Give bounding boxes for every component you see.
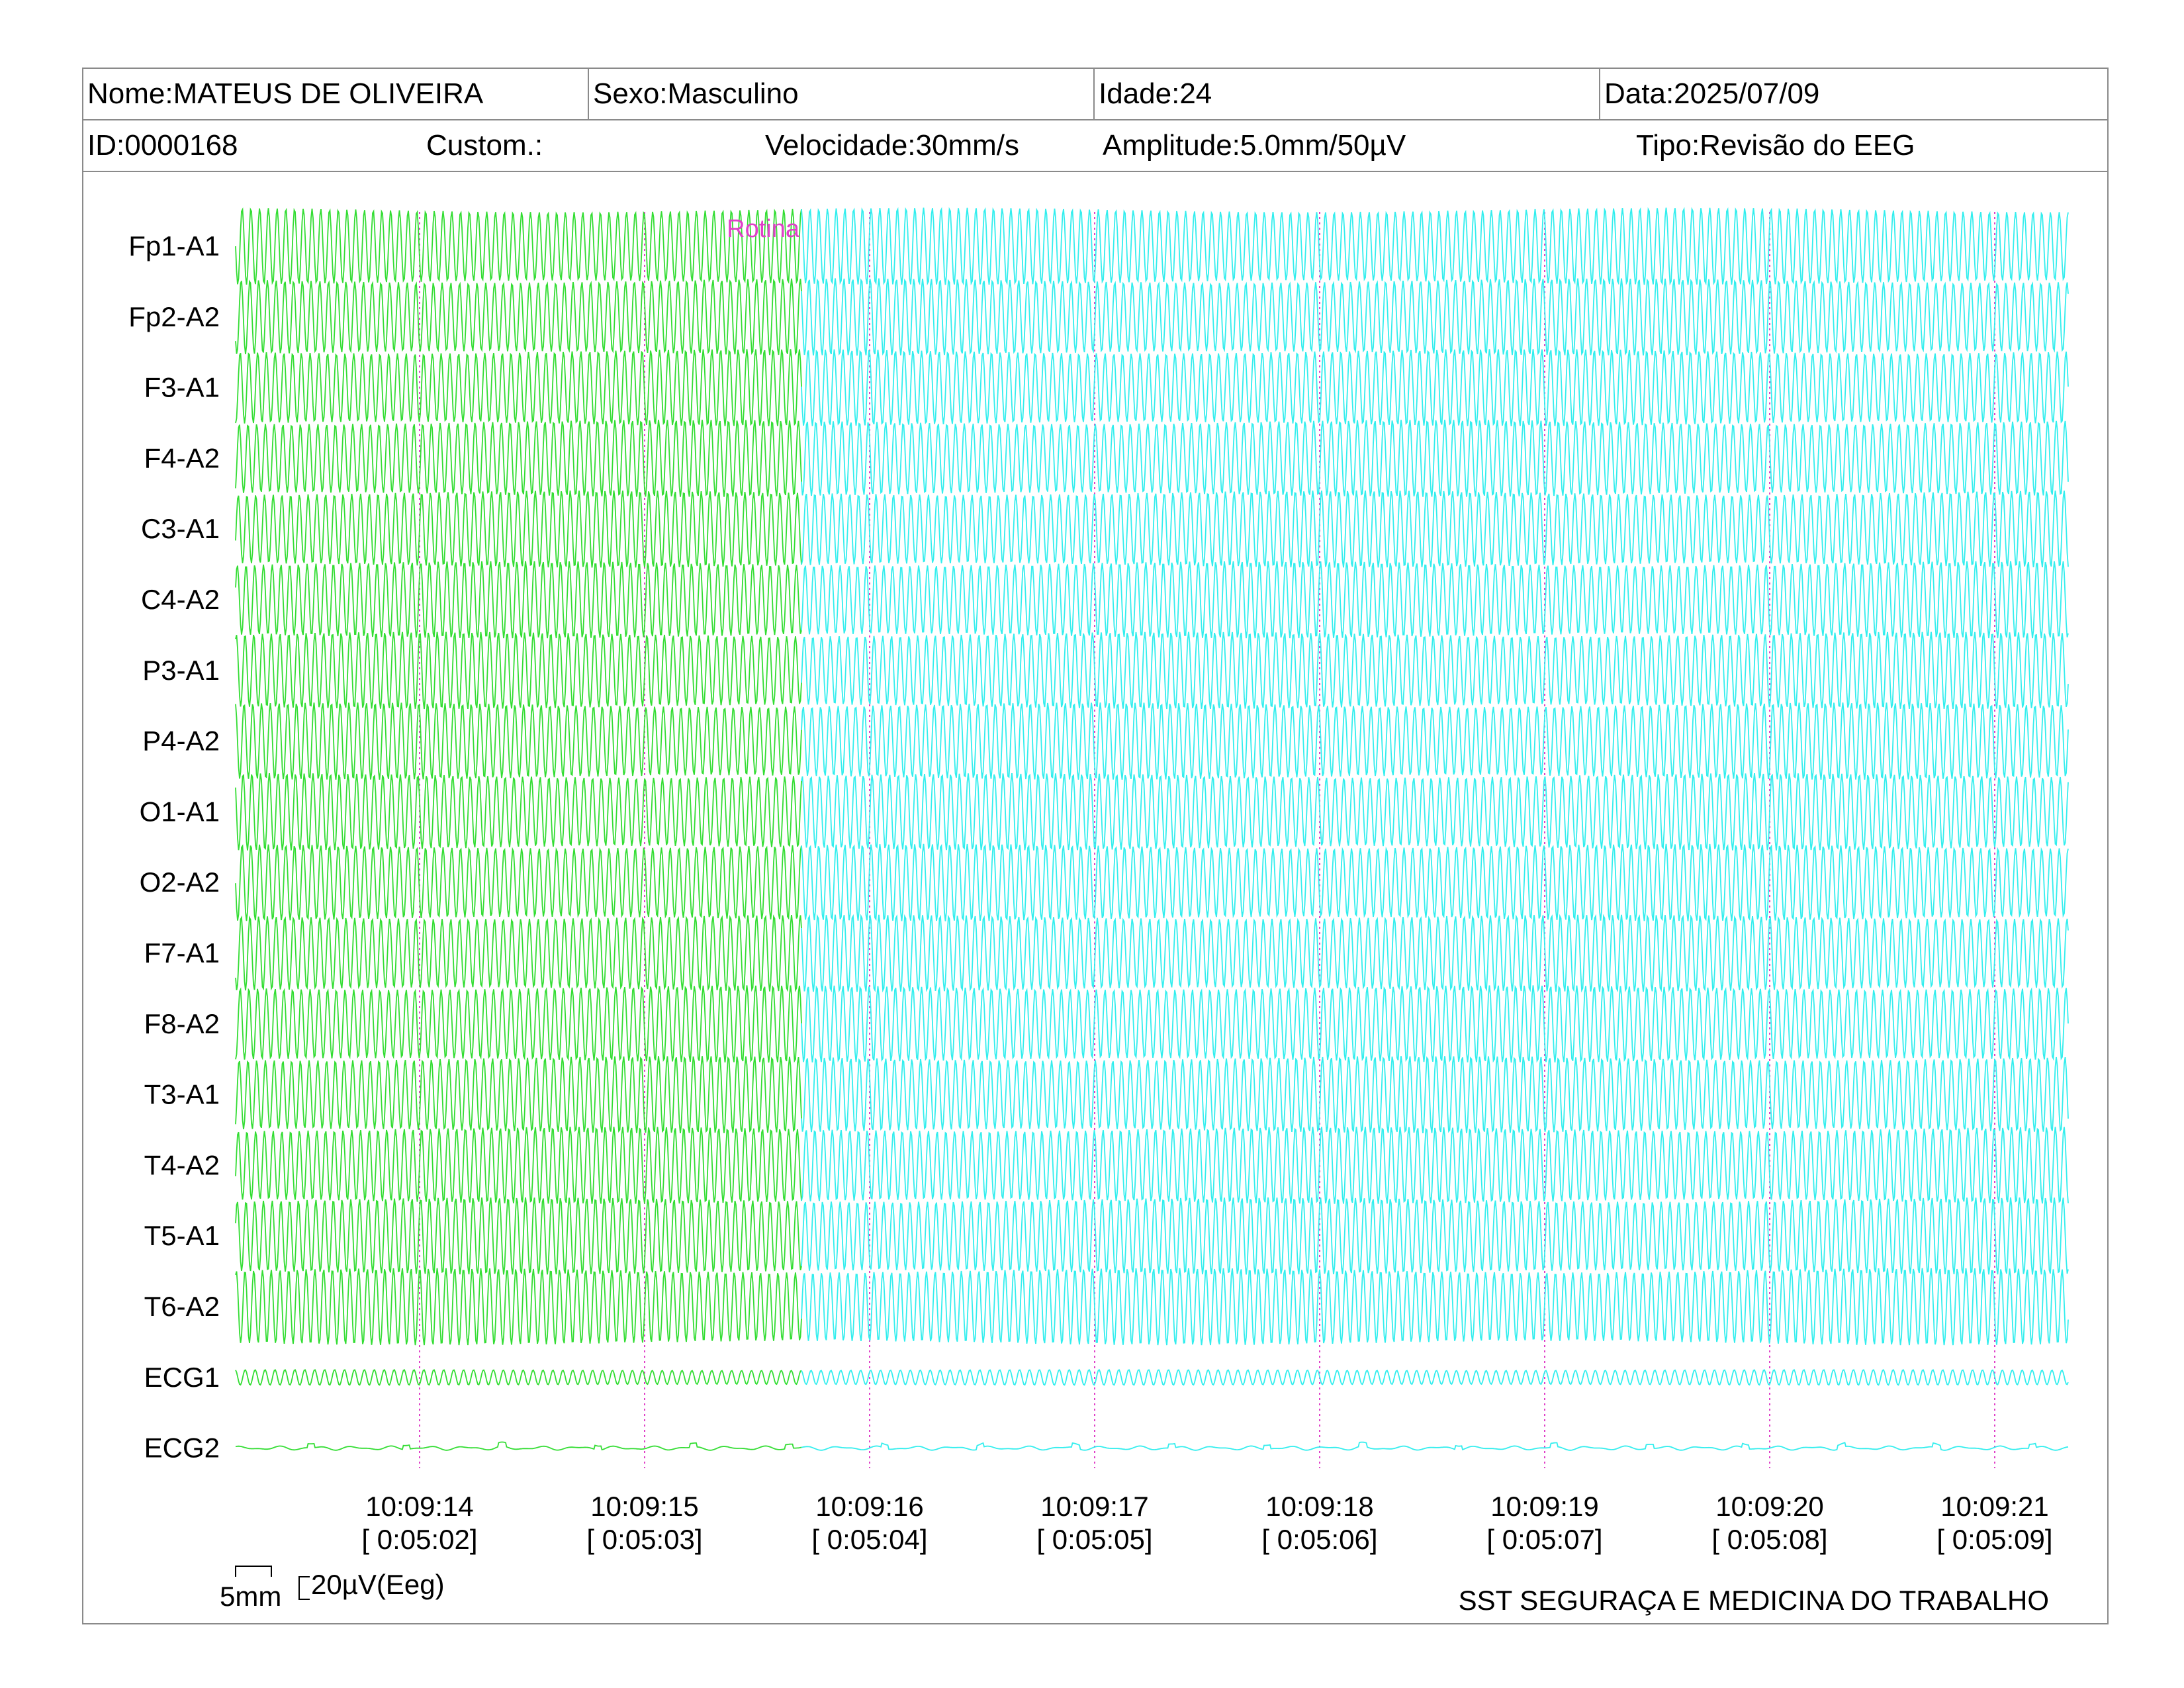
eeg-trace-segment-pre-event	[235, 773, 802, 851]
time-tick-clock: 10:09:18	[1265, 1491, 1374, 1522]
time-scale-bracket	[235, 1566, 272, 1577]
channel-label: C3-A1	[141, 513, 220, 544]
eeg-traces	[235, 207, 2069, 1451]
eeg-trace-segment-post-event	[801, 985, 2069, 1063]
custom-field: Custom.:	[426, 129, 543, 162]
eeg-trace-segment-post-event	[801, 278, 2069, 356]
time-tick-elapsed: [ 0:05:07]	[1486, 1524, 1602, 1555]
time-tick-elapsed: [ 0:05:02]	[361, 1524, 477, 1555]
eeg-trace-segment-pre-event	[235, 1197, 802, 1275]
channel-label: P4-A2	[142, 726, 220, 757]
eeg-trace-segment-pre-event	[235, 1369, 802, 1386]
channel-label: ECG2	[144, 1432, 220, 1464]
eeg-trace-segment-pre-event	[235, 1268, 802, 1346]
eeg-trace-segment-post-event	[801, 773, 2069, 851]
eeg-trace-segment-post-event	[801, 207, 2069, 286]
eeg-trace-segment-post-event	[801, 561, 2069, 639]
time-tick-elapsed: [ 0:05:03]	[586, 1524, 702, 1555]
channel-label: P3-A1	[142, 655, 220, 686]
eeg-trace-segment-post-event	[801, 632, 2069, 710]
header-row-patient: Nome:MATEUS DE OLIVEIRA Sexo:Masculino I…	[83, 69, 2107, 120]
eeg-trace-segment-post-event	[801, 490, 2069, 568]
event-markers: Rotina	[727, 215, 800, 243]
eeg-trace-segment-pre-event	[235, 1441, 802, 1451]
channel-label: ECG1	[144, 1362, 220, 1393]
eeg-trace-segment-post-event	[801, 349, 2069, 427]
exam-type: Tipo:Revisão do EEG	[1636, 129, 1915, 162]
eeg-trace-segment-pre-event	[235, 490, 802, 568]
channel-label: T4-A2	[144, 1149, 220, 1180]
time-tick-clock: 10:09:19	[1490, 1491, 1599, 1522]
channel-label: O1-A1	[140, 796, 220, 827]
eeg-trace-segment-pre-event	[235, 844, 802, 921]
eeg-trace-segment-pre-event	[235, 207, 802, 285]
eeg-trace-segment-post-event	[801, 843, 2069, 921]
eeg-trace-segment-post-event	[801, 1369, 2069, 1386]
patient-id: ID:0000168	[87, 129, 238, 162]
patient-name: Nome:MATEUS DE OLIVEIRA	[87, 77, 484, 110]
channel-label: Fp1-A1	[128, 230, 220, 261]
eeg-trace-segment-post-event	[801, 1056, 2069, 1134]
exam-date: Data:2025/07/09	[1599, 69, 1819, 119]
channel-labels: Fp1-A1 Fp2-A2 F3-A1 F4-A2 C3-A1 C4-A2 P3-A1 P4-…	[128, 230, 220, 1464]
channel-label: F4-A2	[144, 442, 220, 473]
eeg-trace-segment-pre-event	[235, 1127, 802, 1204]
eeg-trace-segment-pre-event	[235, 420, 802, 497]
paper-speed: Velocidade:30mm/s	[765, 129, 1019, 162]
eeg-trace-segment-post-event	[801, 420, 2069, 497]
channel-label: T5-A1	[144, 1220, 220, 1251]
channel-label: F7-A1	[144, 937, 220, 968]
channel-label: Fp2-A2	[128, 301, 220, 332]
time-tick-clock: 10:09:20	[1715, 1491, 1824, 1522]
channel-label: C4-A2	[141, 584, 220, 615]
header-row-exam: ID:0000168 Custom.: Velocidade:30mm/s Am…	[83, 120, 2107, 172]
time-tick-elapsed: [ 0:05:05]	[1036, 1524, 1152, 1555]
eeg-trace-segment-pre-event	[235, 349, 802, 427]
time-axis: 10:09:14[ 0:05:02] 10:09:15[ 0:05:03] 10:0…	[361, 1491, 2052, 1555]
eeg-trace-segment-post-event	[801, 1127, 2069, 1204]
organization-name: SST SEGURAÇA E MEDICINA DO TRABALHO	[1459, 1585, 2049, 1616]
amplitude-setting: Amplitude:5.0mm/50µV	[1103, 129, 1406, 162]
eeg-trace-segment-post-event	[801, 1441, 2069, 1451]
amp-scale-label: 20µV(Eeg)	[311, 1569, 445, 1600]
time-tick-clock: 10:09:15	[590, 1491, 699, 1522]
time-tick-clock: 10:09:17	[1040, 1491, 1149, 1522]
channel-label: F8-A2	[144, 1008, 220, 1039]
eeg-trace-segment-post-event	[801, 1268, 2069, 1346]
time-tick-clock: 10:09:14	[365, 1491, 474, 1522]
eeg-trace-segment-post-event	[801, 914, 2069, 993]
amp-scale-bracket	[298, 1576, 310, 1600]
patient-sex: Sexo:Masculino	[588, 69, 799, 119]
eeg-trace-segment-pre-event	[235, 914, 802, 993]
time-tick-clock: 10:09:16	[815, 1491, 924, 1522]
channel-label: O2-A2	[140, 867, 220, 898]
eeg-trace-segment-pre-event	[235, 632, 802, 710]
eeg-trace-segment-pre-event	[235, 1056, 802, 1134]
time-tick-elapsed: [ 0:05:08]	[1711, 1524, 1827, 1555]
eeg-trace-segment-post-event	[801, 1197, 2069, 1275]
eeg-trace-segment-pre-event	[235, 278, 802, 356]
report-frame: Nome:MATEUS DE OLIVEIRA Sexo:Masculino I…	[82, 68, 2109, 1624]
channel-label: T6-A2	[144, 1291, 220, 1322]
time-tick-elapsed: [ 0:05:06]	[1261, 1524, 1377, 1555]
channel-label: T3-A1	[144, 1079, 220, 1110]
time-tick-clock: 10:09:21	[1940, 1491, 2049, 1522]
event-label: Rotina	[727, 215, 800, 243]
eeg-trace-segment-post-event	[801, 702, 2069, 780]
time-scale-label: 5mm	[220, 1581, 281, 1612]
time-tick-elapsed: [ 0:05:09]	[1936, 1524, 2052, 1555]
channel-label: F3-A1	[144, 372, 220, 403]
patient-age: Idade:24	[1093, 69, 1212, 119]
eeg-trace-segment-pre-event	[235, 702, 802, 780]
eeg-trace-segment-pre-event	[235, 561, 802, 639]
time-tick-elapsed: [ 0:05:04]	[811, 1524, 927, 1555]
footer: 5mm 20µV(Eeg) SST SEGURAÇA E MEDICINA DO…	[220, 1566, 2049, 1616]
eeg-trace-segment-pre-event	[235, 985, 802, 1063]
